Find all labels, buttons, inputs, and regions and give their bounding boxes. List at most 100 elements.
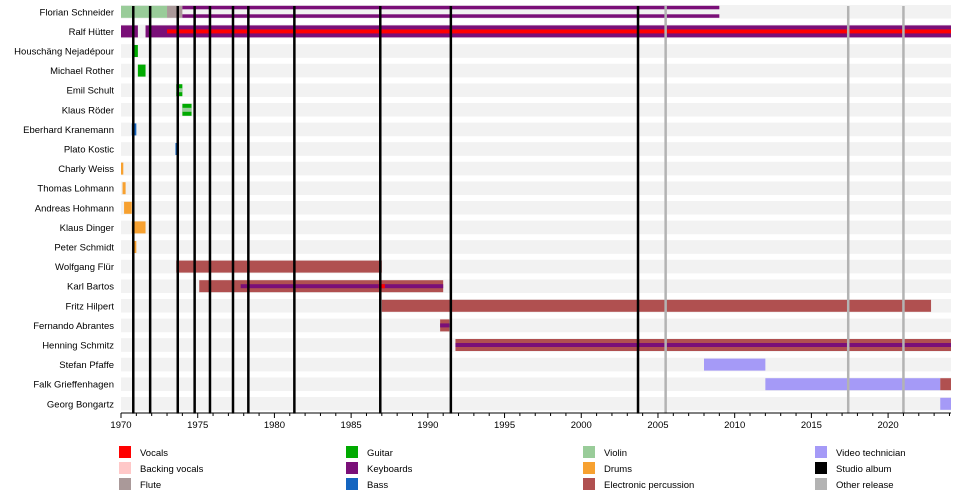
member-label: Thomas Lohmann bbox=[37, 184, 114, 195]
bar-violin bbox=[182, 107, 192, 112]
release-lines bbox=[132, 6, 905, 414]
row-band bbox=[121, 63, 951, 78]
member-label: Andreas Hohmann bbox=[35, 203, 114, 214]
legend-label-backing_vocals: Backing vocals bbox=[140, 464, 204, 475]
row-band bbox=[121, 122, 951, 137]
bar-electronic_percussion bbox=[940, 378, 951, 391]
legend-swatch-keyboards bbox=[346, 462, 358, 474]
legend-swatch-violin bbox=[583, 446, 595, 458]
member-labels: Florian Schneider Ralf Hütter Houschäng Ne… bbox=[14, 7, 114, 410]
legend-label-guitar: Guitar bbox=[367, 448, 393, 459]
member-label: Peter Schmidt bbox=[54, 243, 114, 254]
bar-drums bbox=[131, 221, 146, 234]
legend-swatch-guitar bbox=[346, 446, 358, 458]
row-band bbox=[121, 397, 951, 411]
legend-label-vocals: Vocals bbox=[140, 448, 168, 459]
bar-drums bbox=[124, 201, 132, 214]
legend-swatch-backing_vocals bbox=[119, 462, 131, 474]
bar-drums bbox=[133, 241, 137, 253]
legend-label-bass: Bass bbox=[367, 480, 388, 491]
row-band bbox=[121, 201, 951, 215]
bar-keyboards bbox=[240, 284, 444, 289]
legend-label-electronic_percussion: Electronic percussion bbox=[604, 480, 694, 491]
x-tick-label: 1990 bbox=[417, 420, 438, 431]
legend-swatch-other_release bbox=[815, 478, 827, 490]
bar-keyboards bbox=[121, 25, 138, 38]
x-tick-label: 1985 bbox=[341, 420, 362, 431]
x-tick-label: 2005 bbox=[647, 420, 668, 431]
x-tick-label: 1995 bbox=[494, 420, 515, 431]
member-label: Fernando Abrantes bbox=[33, 321, 114, 332]
member-label: Klaus Röder bbox=[62, 105, 114, 116]
member-label: Michael Rother bbox=[50, 66, 114, 77]
member-bars bbox=[121, 5, 952, 410]
member-label: Houschäng Nejadépour bbox=[14, 47, 114, 58]
member-label: Stefan Pfaffe bbox=[59, 360, 114, 371]
row-band bbox=[121, 161, 951, 176]
bar-keyboards bbox=[440, 323, 450, 328]
bar-violin bbox=[176, 88, 183, 93]
x-tick-label: 2015 bbox=[801, 420, 822, 431]
x-axis: 1970 1975 1980 1985 1990 1995 2000 2005 2010 2015… bbox=[110, 412, 951, 431]
legend-swatch-flute bbox=[119, 478, 131, 490]
row-band bbox=[121, 318, 951, 333]
bar-video_technician bbox=[940, 397, 951, 410]
bar-video_technician bbox=[703, 358, 766, 371]
row-band bbox=[121, 240, 951, 254]
row-band bbox=[121, 44, 951, 58]
member-label: Eberhard Kranemann bbox=[23, 125, 114, 136]
bar-violin bbox=[121, 5, 168, 18]
legend: Vocals Backing vocals Flute Guitar Keyboards… bbox=[119, 446, 906, 491]
legend-label-flute: Flute bbox=[140, 480, 161, 491]
x-tick-label: 1970 bbox=[110, 420, 131, 431]
legend-swatch-vocals bbox=[119, 446, 131, 458]
bar-flute bbox=[167, 5, 183, 18]
bar-vocals bbox=[167, 29, 951, 34]
member-label: Falk Grieffenhagen bbox=[33, 380, 114, 391]
member-label: Karl Bartos bbox=[67, 282, 114, 293]
legend-label-keyboards: Keyboards bbox=[367, 464, 413, 475]
member-label: Klaus Dinger bbox=[60, 223, 114, 234]
legend-swatch-studio_album bbox=[815, 462, 827, 474]
row-band bbox=[121, 220, 951, 235]
x-tick-label: 2010 bbox=[724, 420, 745, 431]
member-label: Georg Bongartz bbox=[47, 399, 114, 410]
legend-label-other_release: Other release bbox=[836, 480, 894, 491]
legend-label-video_technician: Video technician bbox=[836, 448, 906, 459]
x-tick-label: 2020 bbox=[878, 420, 899, 431]
bar-guitar bbox=[133, 45, 138, 57]
legend-swatch-drums bbox=[583, 462, 595, 474]
bar-electronic_percussion bbox=[176, 260, 382, 273]
bar-drums bbox=[122, 182, 126, 195]
row-band bbox=[121, 377, 951, 391]
x-tick-label: 1980 bbox=[264, 420, 285, 431]
row-band bbox=[121, 142, 951, 156]
bar-electronic_percussion bbox=[381, 299, 932, 312]
bar-video_technician bbox=[765, 378, 941, 391]
member-label: Charly Weiss bbox=[58, 164, 114, 175]
member-label: Henning Schmitz bbox=[42, 341, 114, 352]
bar-drums bbox=[121, 162, 124, 175]
legend-label-studio_album: Studio album bbox=[836, 464, 892, 475]
bar-vocals bbox=[378, 284, 385, 289]
bar-bass bbox=[175, 143, 177, 155]
member-label: Fritz Hilpert bbox=[65, 301, 114, 312]
row-band bbox=[121, 357, 951, 372]
member-label: Ralf Hütter bbox=[69, 27, 114, 38]
legend-swatch-electronic_percussion bbox=[583, 478, 595, 490]
row-band bbox=[121, 83, 951, 97]
member-label: Florian Schneider bbox=[40, 7, 114, 18]
legend-swatch-video_technician bbox=[815, 446, 827, 458]
row-band bbox=[121, 181, 951, 195]
bar-guitar bbox=[137, 64, 146, 77]
x-tick-label: 1975 bbox=[187, 420, 208, 431]
x-tick-label: 2000 bbox=[571, 420, 592, 431]
member-label: Emil Schult bbox=[66, 86, 114, 97]
member-label: Plato Kostic bbox=[64, 145, 114, 156]
legend-label-violin: Violin bbox=[604, 448, 627, 459]
row-band bbox=[121, 103, 951, 117]
member-label: Wolfgang Flür bbox=[55, 262, 114, 273]
legend-label-drums: Drums bbox=[604, 464, 632, 475]
legend-swatch-bass bbox=[346, 478, 358, 490]
